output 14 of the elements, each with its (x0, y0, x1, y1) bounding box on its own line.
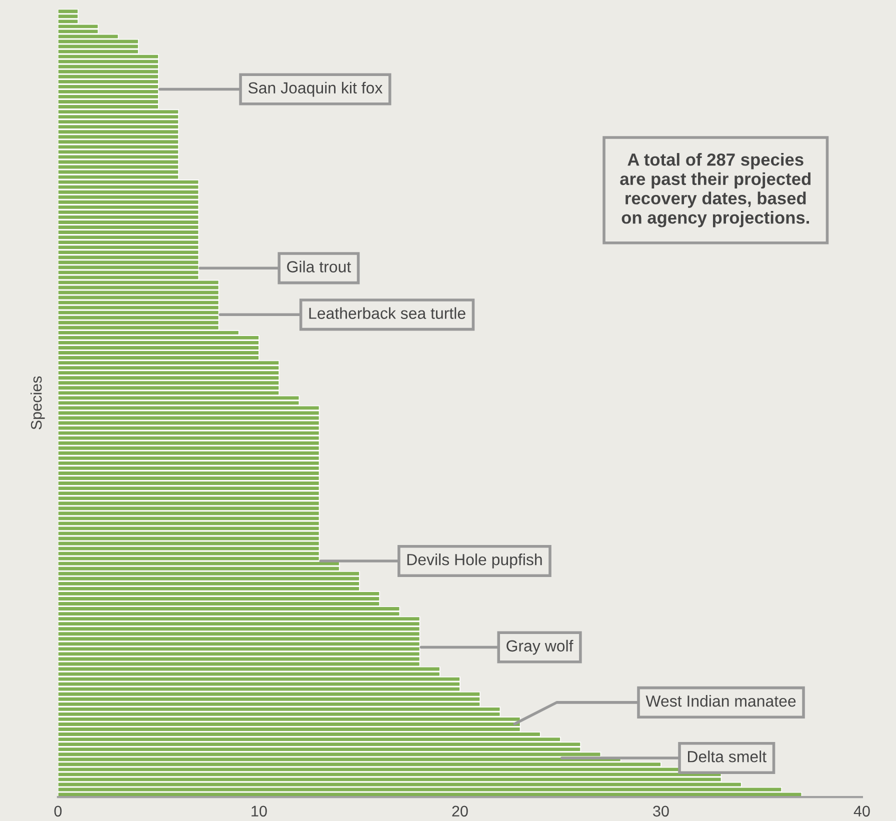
annotation: Devils Hole pupfish (407, 554, 542, 568)
x-tick-label: 30 (653, 806, 669, 817)
x-tick-label: 10 (252, 806, 267, 817)
annotation: San Joaquin kit fox (248, 82, 382, 97)
annotation: A total of 287 species are past their projected recovery dates, based on agency projections. (620, 153, 810, 228)
annotation: West Indian manatee (646, 695, 796, 707)
annotation: Leatherback sea turtle (309, 307, 466, 319)
x-tick-label: 0 (54, 806, 62, 817)
annotation: Delta smelt (688, 750, 766, 762)
annotation: Gray wolf (506, 640, 574, 655)
annotation: Gila trout (287, 260, 351, 272)
y-axis-title: Species (30, 376, 45, 430)
x-tick-label: 20 (452, 806, 468, 817)
x-tick-label: 40 (854, 806, 870, 817)
